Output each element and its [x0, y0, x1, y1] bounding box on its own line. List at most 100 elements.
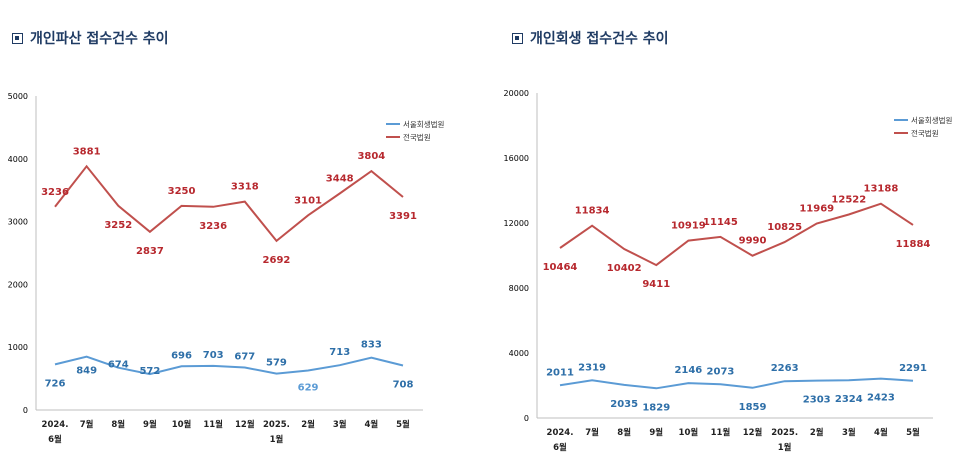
c2-data-label-seoul: 2324 [835, 394, 863, 405]
c1-data-label-national: 3448 [326, 173, 354, 184]
c2-y-tick-label: 0 [524, 414, 529, 423]
c1-data-label-seoul: 833 [361, 340, 382, 351]
c1-data-label-national: 3391 [389, 211, 417, 222]
c2-series-line-seoul [559, 377, 914, 390]
c2-data-label-national: 9990 [739, 236, 767, 247]
c2-data-label-national: 11834 [575, 206, 610, 217]
c1-data-label-seoul: 629 [298, 382, 319, 393]
c2-data-label-seoul: 2011 [546, 367, 574, 378]
c2-x-tick-label: 4월 [874, 427, 888, 438]
c1-data-label-seoul: 579 [266, 358, 287, 369]
c1-data-label-national: 3252 [104, 220, 132, 231]
c2-legend-label: 전국법원 [911, 128, 939, 138]
c1-data-label-national: 3804 [357, 151, 385, 162]
c2-x-tick-label: 2024. [547, 428, 574, 438]
c2-data-label-seoul: 1829 [642, 402, 670, 413]
c1-y-tick-label: 4000 [8, 155, 28, 164]
c1-data-label-national: 3881 [73, 146, 101, 157]
c2-data-label-national: 10464 [543, 262, 578, 273]
c1-data-label-seoul: 726 [45, 378, 66, 389]
c2-y-tick-label: 12000 [504, 219, 529, 228]
c2-data-label-seoul: 2263 [771, 363, 799, 374]
c1-x-tick-label: 10월 [172, 419, 192, 430]
c1-data-label-national: 3101 [294, 195, 322, 206]
c1-data-label-seoul: 708 [393, 380, 414, 391]
c1-x-tick-label: 6월 [48, 434, 62, 445]
c2-data-label-seoul: 2291 [899, 363, 927, 374]
c2-data-label-national: 12522 [831, 195, 866, 206]
right-chart-title: 개인회생 접수건수 추이 [512, 28, 669, 48]
c2-y-tick-label: 8000 [509, 284, 529, 293]
c2-data-label-seoul: 2146 [674, 365, 702, 376]
square-bullet-icon [512, 32, 523, 44]
c2-x-tick-label: 3월 [842, 427, 856, 438]
c1-x-tick-label: 3월 [333, 419, 347, 430]
c2-data-label-seoul: 2319 [578, 362, 606, 373]
c2-x-tick-label: 2월 [810, 427, 824, 438]
c1-legend-label: 서울회생법원 [403, 119, 444, 129]
c1-data-label-national: 3236 [199, 221, 227, 232]
c2-data-label-seoul: 1859 [739, 402, 767, 413]
c1-y-tick-label: 3000 [8, 218, 28, 227]
c1-data-label-national: 2692 [263, 255, 291, 266]
c2-data-label-national: 11145 [703, 217, 738, 228]
c1-x-tick-label: 2025. [263, 420, 290, 430]
c1-legend-label: 전국법원 [403, 132, 431, 142]
c1-data-label-seoul: 703 [203, 350, 224, 361]
c1-x-tick-label: 8월 [111, 419, 125, 430]
c1-x-tick-label: 1월 [270, 434, 284, 445]
c2-data-label-seoul: 2073 [707, 366, 735, 377]
c2-x-tick-label: 6월 [553, 442, 567, 453]
c2-x-tick-label: 7월 [585, 427, 599, 438]
c2-x-tick-label: 12월 [743, 427, 763, 438]
c2-x-tick-label: 5월 [906, 427, 920, 438]
c2-data-label-national: 10825 [767, 222, 802, 233]
c2-x-tick-label: 1월 [778, 442, 792, 453]
right-chart-title-text: 개인회생 접수건수 추이 [530, 31, 669, 47]
c1-data-label-national: 3250 [168, 186, 196, 197]
c2-x-tick-label: 10월 [679, 427, 699, 438]
c1-x-tick-label: 2월 [301, 419, 315, 430]
left-chart-title-text: 개인파산 접수건수 추이 [30, 31, 169, 47]
c2-data-label-national: 10402 [607, 263, 642, 274]
c1-x-tick-label: 12월 [235, 419, 255, 430]
c2-data-label-national: 11969 [799, 204, 834, 215]
c1-x-tick-label: 2024. [42, 420, 69, 430]
c1-x-tick-label: 11월 [203, 419, 223, 430]
c1-x-tick-label: 5월 [396, 419, 410, 430]
c1-data-label-seoul: 696 [171, 350, 192, 361]
c1-data-label-national: 2837 [136, 246, 164, 257]
c2-data-label-national: 9411 [642, 279, 670, 290]
c2-data-label-national: 13188 [864, 184, 899, 195]
left-chart-title: 개인파산 접수건수 추이 [12, 28, 169, 48]
c2-x-tick-label: 8월 [617, 427, 631, 438]
c2-series-line-national [559, 202, 914, 267]
c1-data-label-seoul: 572 [139, 366, 160, 377]
c2-y-tick-label: 4000 [509, 349, 529, 358]
c2-legend-label: 서울회생법원 [911, 115, 952, 125]
c1-series-line-seoul [54, 355, 404, 376]
c2-x-tick-label: 9월 [649, 427, 663, 438]
c1-series-line-national [54, 164, 404, 243]
c2-data-label-seoul: 2303 [803, 395, 831, 406]
square-bullet-icon [12, 32, 23, 44]
c2-x-tick-label: 11월 [711, 427, 731, 438]
c2-data-label-seoul: 2423 [867, 393, 895, 404]
c1-data-label-national: 3236 [41, 187, 69, 198]
c2-x-tick-label: 2025. [771, 428, 798, 438]
c1-y-tick-label: 2000 [8, 280, 28, 289]
c2-y-tick-label: 20000 [504, 89, 529, 98]
c1-data-label-seoul: 674 [108, 360, 129, 371]
c1-y-tick-label: 5000 [8, 92, 28, 101]
c1-y-tick-label: 0 [23, 406, 28, 415]
c1-x-tick-label: 7월 [80, 419, 94, 430]
c1-data-label-national: 3318 [231, 182, 259, 193]
c1-data-label-seoul: 713 [329, 347, 350, 358]
c1-x-tick-label: 9월 [143, 419, 157, 430]
c1-data-label-seoul: 849 [76, 366, 97, 377]
c1-data-label-seoul: 677 [234, 351, 255, 362]
c1-y-tick-label: 1000 [8, 343, 28, 352]
c2-data-label-national: 11884 [896, 239, 931, 250]
c2-data-label-seoul: 2035 [610, 399, 638, 410]
